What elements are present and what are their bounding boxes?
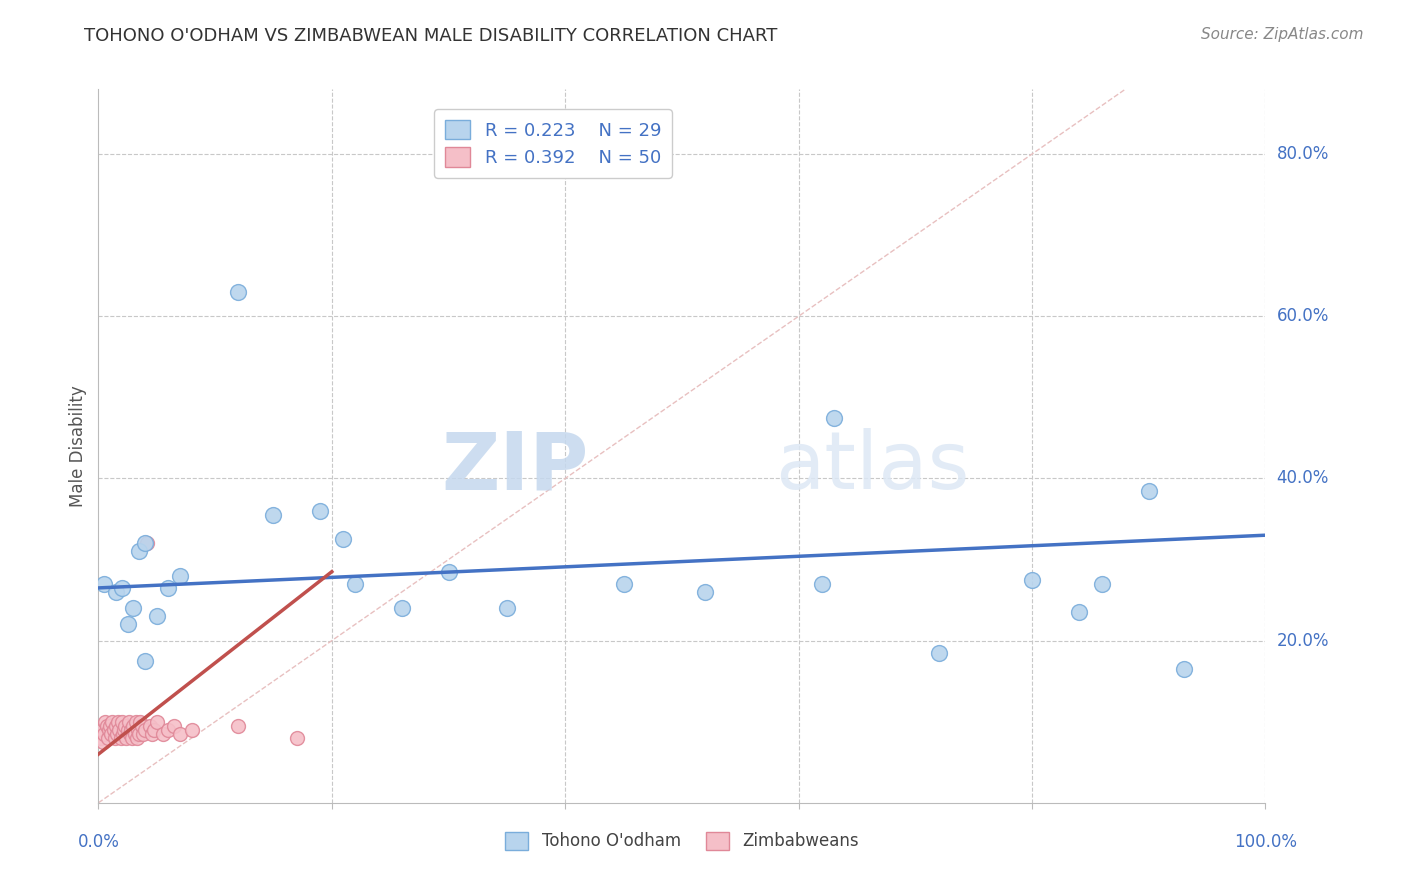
Point — [129, 714, 152, 729]
Point — [120, 723, 142, 737]
Point — [136, 536, 159, 550]
Point — [811, 577, 834, 591]
Point — [128, 544, 150, 558]
Point — [110, 731, 132, 745]
Point — [128, 727, 150, 741]
Point — [117, 723, 139, 737]
Point — [125, 731, 148, 745]
Point — [613, 577, 636, 591]
Point — [391, 601, 413, 615]
Point — [157, 723, 180, 737]
Point — [112, 723, 135, 737]
Point — [114, 719, 136, 733]
Point — [146, 609, 169, 624]
Text: Source: ZipAtlas.com: Source: ZipAtlas.com — [1201, 27, 1364, 42]
Point — [1091, 577, 1114, 591]
Point — [94, 714, 117, 729]
Point — [125, 714, 148, 729]
Point — [157, 581, 180, 595]
Y-axis label: Male Disability: Male Disability — [69, 385, 87, 507]
Point — [127, 723, 149, 737]
Point — [104, 719, 127, 733]
Point — [91, 735, 114, 749]
Point — [121, 731, 143, 745]
Point — [134, 536, 156, 550]
Text: atlas: atlas — [775, 428, 970, 507]
Point — [143, 723, 166, 737]
Point — [146, 714, 169, 729]
Point — [104, 731, 127, 745]
Legend: Tohono O'odham, Zimbabweans: Tohono O'odham, Zimbabweans — [496, 823, 868, 859]
Point — [169, 568, 191, 582]
Point — [90, 723, 112, 737]
Point — [695, 585, 717, 599]
Point — [93, 577, 115, 591]
Point — [111, 581, 134, 595]
Point — [344, 577, 367, 591]
Point — [1021, 573, 1043, 587]
Point — [1067, 605, 1090, 619]
Point — [163, 719, 186, 733]
Point — [101, 714, 124, 729]
Point — [96, 719, 118, 733]
Text: TOHONO O'ODHAM VS ZIMBABWEAN MALE DISABILITY CORRELATION CHART: TOHONO O'ODHAM VS ZIMBABWEAN MALE DISABI… — [84, 27, 778, 45]
Point — [1173, 662, 1195, 676]
Point — [90, 731, 112, 745]
Text: 40.0%: 40.0% — [1277, 469, 1329, 487]
Point — [928, 646, 950, 660]
Point — [228, 285, 250, 299]
Point — [122, 719, 145, 733]
Point — [228, 719, 250, 733]
Point — [98, 719, 121, 733]
Text: 0.0%: 0.0% — [77, 833, 120, 851]
Point — [141, 727, 163, 741]
Point — [309, 504, 332, 518]
Point — [134, 654, 156, 668]
Point — [111, 714, 134, 729]
Point — [117, 617, 139, 632]
Point — [823, 410, 845, 425]
Point — [105, 727, 128, 741]
Point — [122, 601, 145, 615]
Text: ZIP: ZIP — [441, 428, 589, 507]
Point — [104, 585, 127, 599]
Point — [332, 533, 354, 547]
Point — [118, 714, 141, 729]
Point — [139, 719, 162, 733]
Point — [437, 565, 460, 579]
Point — [1137, 483, 1160, 498]
Point — [152, 727, 174, 741]
Point — [169, 727, 191, 741]
Point — [134, 723, 156, 737]
Point — [97, 731, 120, 745]
Point — [111, 727, 134, 741]
Point — [132, 727, 155, 741]
Point — [131, 719, 153, 733]
Text: 60.0%: 60.0% — [1277, 307, 1329, 326]
Point — [285, 731, 308, 745]
Text: 80.0%: 80.0% — [1277, 145, 1329, 163]
Text: 20.0%: 20.0% — [1277, 632, 1329, 649]
Point — [107, 714, 129, 729]
Point — [103, 723, 125, 737]
Point — [93, 727, 115, 741]
Point — [115, 731, 138, 745]
Point — [100, 727, 122, 741]
Point — [124, 727, 146, 741]
Text: 100.0%: 100.0% — [1234, 833, 1296, 851]
Point — [180, 723, 202, 737]
Point — [262, 508, 284, 522]
Point — [97, 723, 120, 737]
Point — [118, 727, 141, 741]
Point — [108, 723, 131, 737]
Point — [496, 601, 519, 615]
